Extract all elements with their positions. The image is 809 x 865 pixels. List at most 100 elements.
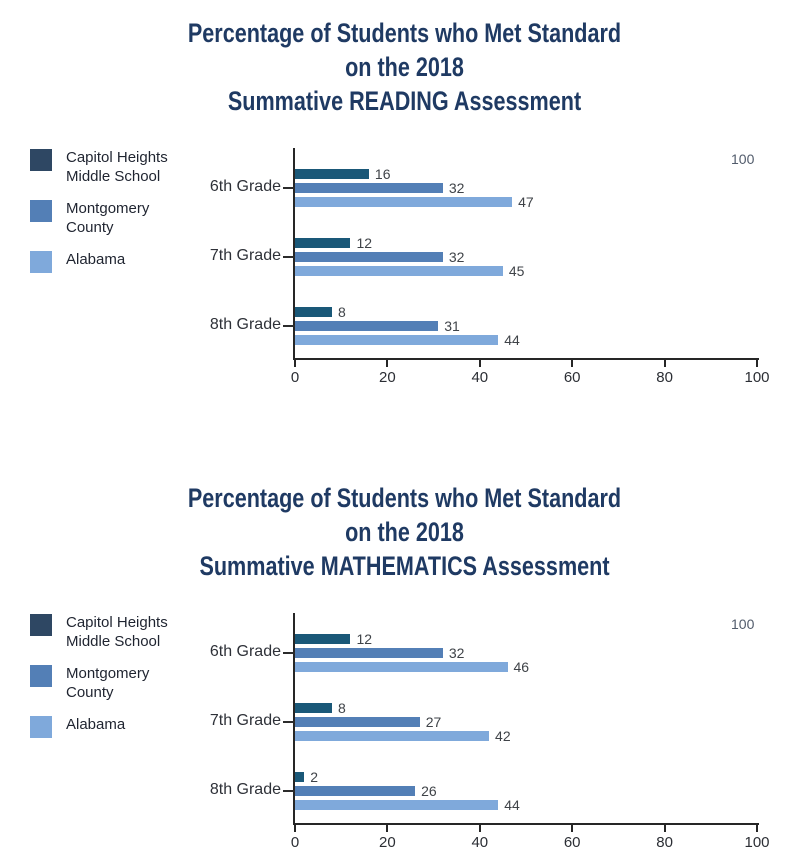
plot-area: 6th Grade 12 32 46 7th Grade 8 27 42 8th Grade 2 2… xyxy=(210,613,809,861)
bars-container: 6th Grade 12 32 46 7th Grade 8 27 42 8th Grade 2 2… xyxy=(210,613,809,825)
chart-title-line: Percentage of Students who Met Standard xyxy=(187,18,622,48)
bar-value-label: 45 xyxy=(508,263,525,279)
bar xyxy=(295,307,332,317)
bar xyxy=(295,169,369,179)
bar-value-label: 2 xyxy=(310,769,319,785)
x-axis-tick-mark xyxy=(663,360,666,367)
x-axis-tick-mark xyxy=(571,825,574,832)
chart-title-line: Summative MATHEMATICS Assessment xyxy=(199,551,610,581)
plot-area: 6th Grade 16 32 47 7th Grade 12 32 45 8th Grade 8… xyxy=(210,148,809,396)
legend-swatch-county xyxy=(30,665,52,687)
bar-value-label: 44 xyxy=(504,797,520,813)
chart-legend: Capitol Heights Middle School Montgomery… xyxy=(30,148,210,273)
y-axis-line xyxy=(293,613,295,825)
bar xyxy=(295,772,305,782)
bar-value-label: 8 xyxy=(337,304,346,320)
legend-label-state: Alabama xyxy=(66,250,125,269)
scale-max-label: 100 xyxy=(731,151,755,167)
bar-value-label: 46 xyxy=(513,659,530,675)
x-axis-tick-mark xyxy=(478,825,481,832)
category-tick xyxy=(283,325,295,327)
bar xyxy=(295,786,416,796)
category-tick xyxy=(283,790,295,792)
x-axis-tick-mark xyxy=(386,360,389,367)
bar xyxy=(295,731,490,741)
math-chart-title: Percentage of Students who Met Standard … xyxy=(81,481,728,583)
legend-item-school: Capitol Heights Middle School xyxy=(30,613,210,651)
bar-value-label: 12 xyxy=(356,235,373,251)
x-axis-tick-label: 40 xyxy=(471,369,489,386)
reading-chart-section: Percentage of Students who Met Standard … xyxy=(0,0,809,396)
bar-value-label: 47 xyxy=(518,194,534,210)
legend-item-county: Montgomery County xyxy=(30,199,210,237)
bar-value-label: 32 xyxy=(448,180,465,196)
bar xyxy=(295,321,439,331)
x-axis-tick-label: 60 xyxy=(563,369,581,386)
legend-label-line: Alabama xyxy=(66,716,126,733)
x-axis-tick-label: 100 xyxy=(744,369,770,386)
x-axis-tick-mark xyxy=(756,360,758,367)
x-axis-tick-mark xyxy=(386,825,389,832)
legend-swatch-county xyxy=(30,200,52,222)
chart-legend: Capitol Heights Middle School Montgomery… xyxy=(30,613,210,738)
x-axis-tick-label: 20 xyxy=(379,369,396,386)
bar xyxy=(295,634,351,644)
chart-body: Capitol Heights Middle School Montgomery… xyxy=(0,613,809,861)
legend-item-state: Alabama xyxy=(30,250,210,273)
chart-title-line: on the 2018 xyxy=(345,517,464,547)
legend-item-school: Capitol Heights Middle School xyxy=(30,148,210,186)
bars-container: 6th Grade 16 32 47 7th Grade 12 32 45 8th Grade 8… xyxy=(210,148,809,360)
category-tick xyxy=(283,256,295,258)
bar xyxy=(295,662,508,672)
bar xyxy=(295,183,443,193)
x-axis-tick-mark xyxy=(294,360,296,367)
legend-label-line: Capitol Heights xyxy=(66,614,168,631)
legend-label-line: Middle School xyxy=(66,633,161,650)
chart-title-line: Percentage of Students who Met Standard xyxy=(187,483,622,513)
scale-max-label: 100 xyxy=(731,616,755,632)
x-axis-ticks: 0 20 40 60 80 100 xyxy=(291,613,809,861)
x-axis-line xyxy=(293,358,759,360)
legend-label-school: Capitol Heights Middle School xyxy=(66,613,168,651)
bar xyxy=(295,252,443,262)
legend-label-state: Alabama xyxy=(66,715,125,734)
category-label: 6th Grade xyxy=(209,643,281,660)
bar xyxy=(295,238,351,248)
chart-body: Capitol Heights Middle School Montgomery… xyxy=(0,148,809,396)
x-axis-tick-label: 100 xyxy=(744,834,770,851)
x-axis-tick-label: 80 xyxy=(656,369,673,386)
bar xyxy=(295,648,443,658)
x-axis-tick-mark xyxy=(478,360,481,367)
bar xyxy=(295,717,420,727)
category-label: 8th Grade xyxy=(209,781,281,798)
bar xyxy=(295,703,332,713)
bar-value-label: 27 xyxy=(425,714,442,730)
bar xyxy=(295,335,499,345)
category-label: 7th Grade xyxy=(209,247,281,264)
bar xyxy=(295,800,499,810)
bar-value-label: 42 xyxy=(495,728,511,744)
x-axis-tick-label: 0 xyxy=(290,369,300,386)
legend-swatch-state xyxy=(30,716,52,738)
x-axis-tick-label: 0 xyxy=(290,834,300,851)
category-label: 8th Grade xyxy=(209,316,281,333)
legend-label-county: Montgomery County xyxy=(66,664,149,702)
bar-value-label: 16 xyxy=(374,166,391,182)
legend-label-line: Alabama xyxy=(66,251,126,268)
bar-value-label: 32 xyxy=(448,249,465,265)
category-tick xyxy=(283,187,295,189)
bar-value-label: 31 xyxy=(444,318,460,334)
bar-value-label: 32 xyxy=(448,645,465,661)
x-axis-line xyxy=(293,823,759,825)
chart-title-line: on the 2018 xyxy=(345,52,464,82)
legend-swatch-school xyxy=(30,614,52,636)
x-axis-tick-label: 60 xyxy=(563,834,581,851)
x-axis-tick-label: 20 xyxy=(379,834,396,851)
legend-label-line: Montgomery xyxy=(66,200,150,217)
legend-swatch-school xyxy=(30,149,52,171)
legend-item-state: Alabama xyxy=(30,715,210,738)
x-axis-ticks: 0 20 40 60 80 100 xyxy=(291,148,809,396)
category-label: 7th Grade xyxy=(209,712,281,729)
legend-label-line: County xyxy=(66,219,114,236)
bar xyxy=(295,266,503,276)
